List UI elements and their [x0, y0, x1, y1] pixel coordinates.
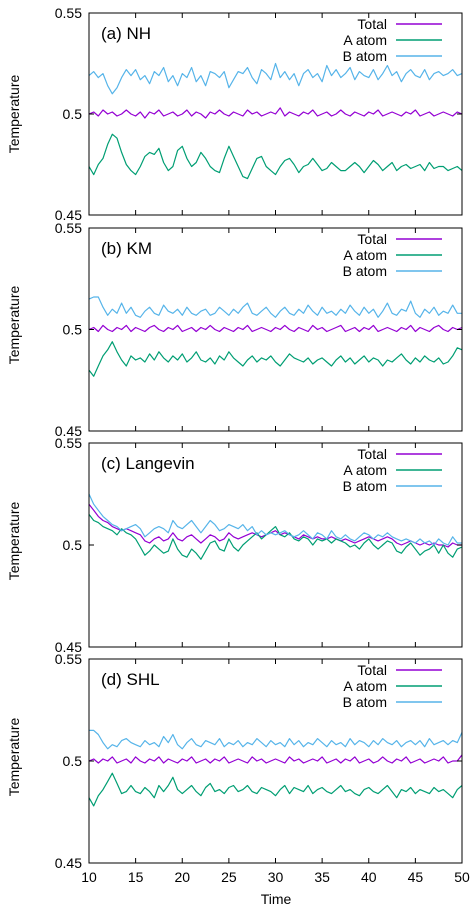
- series-line-b-3: [88, 296, 462, 318]
- y-tick-label-d-0: 0.45: [55, 855, 82, 871]
- legend-label-d-3: B atom: [343, 694, 387, 710]
- x-tick-label-6: 40: [361, 869, 377, 885]
- series-line-a-1: [88, 107, 463, 119]
- y-tick-label-d-2: 0.55: [55, 651, 82, 667]
- legend-label-a-2: A atom: [343, 32, 387, 48]
- y-tick-label-c-1: 0.5: [63, 537, 83, 553]
- series-line-d-3: [89, 729, 463, 750]
- y-tick-label-b-0: 0.45: [55, 423, 82, 439]
- legend-label-c-1: Total: [357, 446, 387, 462]
- panel-title-a: (a) NH: [101, 24, 151, 43]
- y-tick-label-d-1: 0.5: [63, 753, 83, 769]
- series-line-b-2: [88, 341, 463, 377]
- y-tick-label-a-1: 0.5: [63, 106, 83, 122]
- plot-frame-d: [88, 658, 463, 864]
- panel-title-d: (d) SHL: [101, 670, 160, 689]
- x-tick-label-3: 25: [221, 869, 237, 885]
- y-axis-label-c: Temperature: [6, 501, 22, 580]
- series-line-b-1: [88, 324, 463, 333]
- panel-title-b: (b) KM: [101, 239, 152, 258]
- panel-title-c: (c) Langevin: [101, 454, 195, 473]
- y-tick-label-b-1: 0.5: [63, 322, 83, 338]
- x-tick-label-0: 10: [81, 869, 97, 885]
- legend-label-d-1: Total: [357, 662, 387, 678]
- x-tick-label-5: 35: [314, 869, 330, 885]
- series-line-d-2: [88, 772, 463, 807]
- legend-label-a-3: B atom: [343, 48, 387, 64]
- series-line-c-1: [88, 503, 462, 548]
- x-tick-label-8: 50: [454, 869, 470, 885]
- y-tick-label-a-2: 0.55: [55, 5, 82, 21]
- panel-d: 0.45 0.5 0.55 10 15 20 25 30 35 40 45 50 (d) SHL Tota…: [55, 651, 470, 885]
- x-tick-label-4: 30: [268, 869, 284, 885]
- legend-label-c-3: B atom: [343, 478, 387, 494]
- x-tick-label-2: 20: [174, 869, 190, 885]
- y-tick-label-b-2: 0.55: [55, 220, 82, 236]
- legend-label-a-1: Total: [357, 16, 387, 32]
- legend-label-b-3: B atom: [343, 263, 387, 279]
- x-axis-label: Time: [261, 891, 292, 907]
- series-line-c-3: [88, 493, 462, 546]
- plot-frame-c: [88, 442, 463, 648]
- y-tick-label-a-0: 0.45: [55, 207, 82, 223]
- y-axis-label-a: Temperature: [6, 74, 22, 153]
- series-line-a-2: [88, 133, 463, 180]
- legend-label-d-2: A atom: [343, 678, 387, 694]
- y-tick-label-c-0: 0.45: [55, 639, 82, 655]
- y-tick-label-c-2: 0.55: [55, 435, 82, 451]
- y-axis-label-b: Temperature: [6, 285, 22, 364]
- y-axis-label-d: Temperature: [6, 717, 22, 796]
- x-tick-label-7: 45: [408, 869, 424, 885]
- legend-label-b-1: Total: [357, 231, 387, 247]
- series-line-d-1: [88, 754, 463, 764]
- legend-label-b-2: A atom: [343, 247, 387, 263]
- x-tick-label-1: 15: [128, 869, 144, 885]
- series-line-a-3: [88, 62, 463, 95]
- series-line-c-2: [88, 514, 463, 560]
- legend-label-c-2: A atom: [343, 462, 387, 478]
